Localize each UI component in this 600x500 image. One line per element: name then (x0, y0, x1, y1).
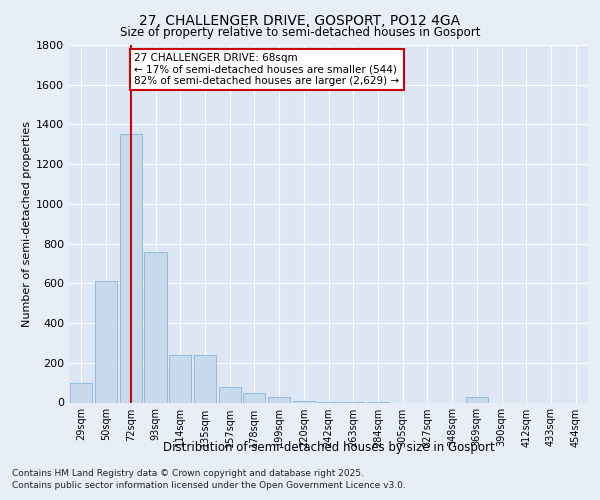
Bar (243, 392, 265, 402)
Bar (466, 396, 488, 402)
Text: Distribution of semi-detached houses by size in Gosport: Distribution of semi-detached houses by … (163, 441, 494, 454)
Bar (169, 355, 191, 403)
Bar (119, 134, 142, 402)
Text: Contains public sector information licensed under the Open Government Licence v3: Contains public sector information licen… (12, 481, 406, 490)
Bar (268, 396, 290, 402)
Bar (145, 252, 167, 402)
Text: Contains HM Land Registry data © Crown copyright and database right 2025.: Contains HM Land Registry data © Crown c… (12, 469, 364, 478)
Bar (218, 386, 241, 402)
Text: 27 CHALLENGER DRIVE: 68sqm
← 17% of semi-detached houses are smaller (544)
82% o: 27 CHALLENGER DRIVE: 68sqm ← 17% of semi… (134, 53, 400, 86)
Bar (194, 355, 216, 403)
Bar (293, 400, 315, 402)
Bar (70, 382, 92, 402)
Text: 27, CHALLENGER DRIVE, GOSPORT, PO12 4GA: 27, CHALLENGER DRIVE, GOSPORT, PO12 4GA (139, 14, 461, 28)
Bar (95, 282, 117, 403)
Text: Size of property relative to semi-detached houses in Gosport: Size of property relative to semi-detach… (120, 26, 480, 39)
Y-axis label: Number of semi-detached properties: Number of semi-detached properties (22, 120, 32, 327)
